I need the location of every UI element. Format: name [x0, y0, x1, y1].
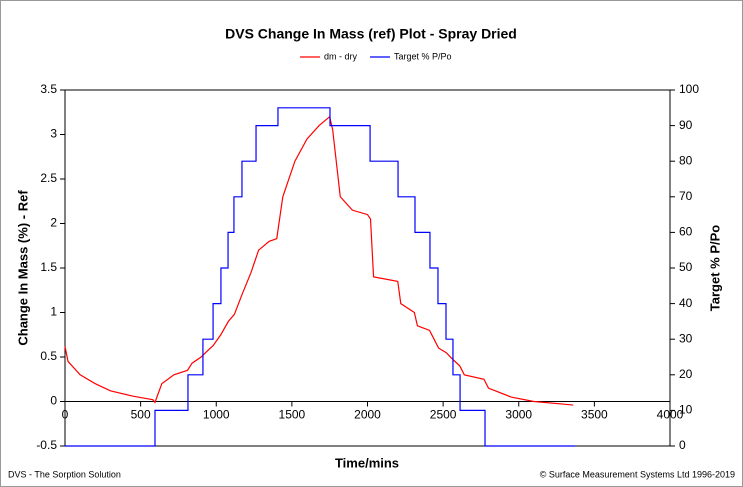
x-axis-title: Time/mins — [335, 455, 399, 470]
legend-label: Target % P/Po — [394, 51, 452, 61]
y-tick-label: 1.5 — [40, 260, 57, 274]
y2-axis-title: Target % P/Po — [707, 225, 722, 312]
y2-tick-label: 20 — [679, 367, 693, 381]
y-axis-title: Change In Mass (%) - Ref — [15, 190, 30, 346]
y-tick-label: 2 — [50, 216, 57, 230]
y2-tick-label: 40 — [679, 296, 693, 310]
y-tick-label: 1 — [50, 305, 57, 319]
footer-left: DVS - The Sorption Solution — [8, 469, 121, 479]
legend-label: dm - dry — [324, 51, 358, 61]
series-line — [65, 107, 576, 447]
x-tick-label: 1500 — [279, 408, 306, 422]
y2-tick-label: 80 — [679, 153, 693, 167]
y2-tick-label: 90 — [679, 118, 693, 132]
y-tick-label: 0 — [50, 394, 57, 408]
y-tick-label: 3.5 — [40, 82, 57, 96]
series-line — [64, 115, 574, 406]
x-tick-label: 1000 — [203, 408, 230, 422]
y2-tick-label: 60 — [679, 225, 693, 239]
y2-tick-label: 0 — [679, 438, 686, 452]
footer-right: © Surface Measurement Systems Ltd 1996-2… — [540, 469, 735, 479]
y-tick-label: -0.5 — [36, 438, 57, 452]
x-tick-label: 3500 — [581, 408, 608, 422]
y2-tick-label: 70 — [679, 189, 693, 203]
y-tick-label: 0.5 — [40, 349, 57, 363]
y2-tick-label: 100 — [679, 82, 699, 96]
x-tick-label: 4000 — [657, 408, 684, 422]
x-tick-label: 3000 — [505, 408, 532, 422]
x-tick-label: 500 — [131, 408, 151, 422]
y2-tick-label: 50 — [679, 260, 693, 274]
x-tick-label: 2000 — [354, 408, 381, 422]
y-tick-label: 3 — [50, 127, 57, 141]
y-tick-label: 2.5 — [40, 171, 57, 185]
chart-title: DVS Change In Mass (ref) Plot - Spray Dr… — [225, 26, 517, 42]
x-tick-label: 2500 — [430, 408, 457, 422]
x-tick-label: 0 — [62, 408, 69, 422]
y2-tick-label: 30 — [679, 331, 693, 345]
y2-tick-label: 10 — [679, 403, 693, 417]
